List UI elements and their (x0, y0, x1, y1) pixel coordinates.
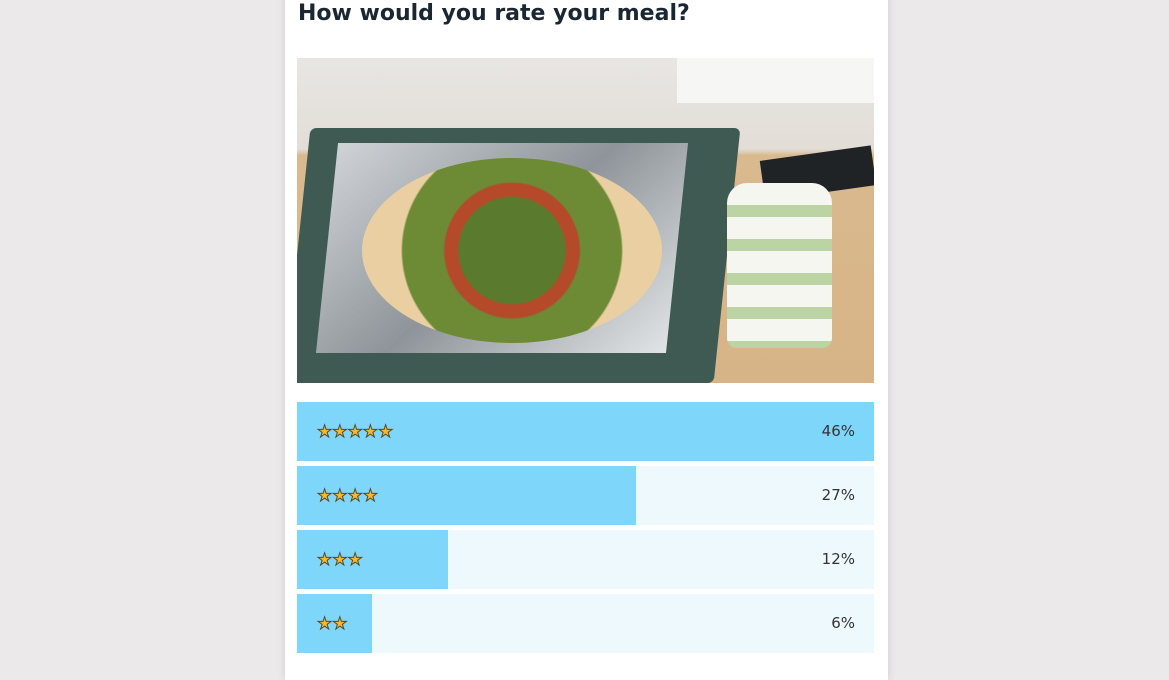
cup (727, 183, 832, 348)
rating-option-3-stars[interactable]: ★★★ 12% (297, 530, 874, 589)
result-bar (297, 530, 448, 589)
rating-option-2-stars[interactable]: ★★ 6% (297, 594, 874, 653)
star-icons: ★★★★ (317, 485, 379, 506)
result-bar (297, 466, 636, 525)
result-bar (297, 402, 874, 461)
star-icons: ★★ (316, 613, 348, 634)
person-shirt (677, 58, 874, 103)
result-percent: 6% (831, 614, 855, 632)
result-percent: 12% (821, 550, 855, 568)
result-percent: 46% (821, 422, 855, 440)
rating-option-5-stars[interactable]: ★★★★★ 46% (297, 402, 874, 461)
star-icons: ★★★★★ (316, 421, 394, 442)
meal-photo (297, 58, 874, 383)
result-bar (297, 594, 373, 653)
star-icons: ★★★ (317, 549, 364, 570)
pizza (362, 158, 662, 343)
poll-question: How would you rate your meal? (298, 1, 690, 26)
rating-option-4-stars[interactable]: ★★★★ 27% (297, 466, 874, 525)
result-percent: 27% (821, 486, 855, 504)
